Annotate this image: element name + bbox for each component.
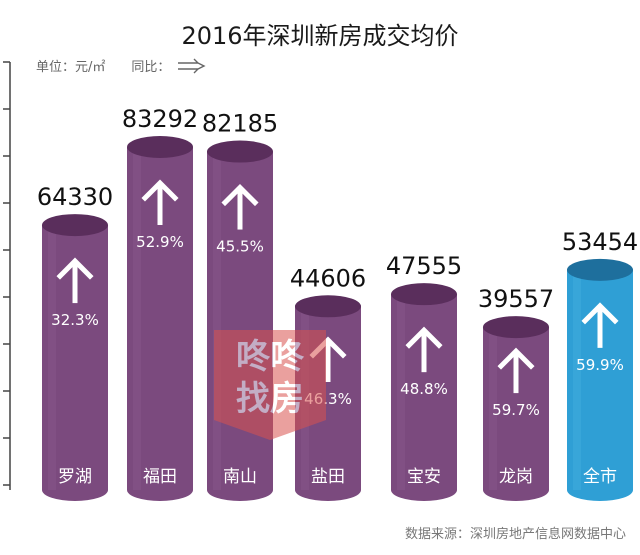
bar-highlight xyxy=(397,294,405,490)
bar-top xyxy=(483,316,549,339)
arrow-head xyxy=(497,347,535,370)
double-arrow-right-icon xyxy=(178,58,206,73)
bar-top xyxy=(207,140,273,163)
category-label: 宝安 xyxy=(407,467,441,487)
arrow-head xyxy=(141,179,179,202)
unit-label: 单位：元/㎡ xyxy=(36,60,106,75)
bar-top xyxy=(295,295,361,318)
category-label: 福田 xyxy=(143,467,177,487)
bar-top xyxy=(42,214,108,237)
pct-label: 48.8% xyxy=(400,380,448,398)
bar-福田: 83292 52.9% 福田 xyxy=(122,105,198,501)
data-source: 数据来源：深圳房地产信息网数据中心 xyxy=(404,527,626,542)
up-arrow-icon xyxy=(405,326,443,373)
category-label: 全市 xyxy=(583,467,617,487)
bar-highlight xyxy=(133,147,141,490)
bar-罗湖: 64330 32.3% 罗湖 xyxy=(37,183,113,502)
category-label: 罗湖 xyxy=(58,467,92,487)
pct-label: 59.7% xyxy=(492,401,540,419)
up-arrow-icon xyxy=(221,184,259,230)
up-arrow-icon xyxy=(497,347,535,394)
chart-title: 2016年深圳新房成交均价 xyxy=(181,22,459,50)
pct-label: 52.9% xyxy=(136,233,184,251)
arrow-head xyxy=(221,184,259,207)
category-label: 盐田 xyxy=(311,467,345,487)
watermark-shape xyxy=(214,330,326,440)
value-label: 64330 xyxy=(37,183,113,211)
bar-top xyxy=(391,283,457,306)
bar-body xyxy=(127,147,193,501)
pct-label: 32.3% xyxy=(51,311,99,329)
bar-top xyxy=(127,136,193,158)
bar-宝安: 47555 48.8% 宝安 xyxy=(386,252,462,501)
value-label: 44606 xyxy=(290,264,366,292)
bar-龙岗: 39557 59.7% 龙岗 xyxy=(478,285,554,501)
value-label: 83292 xyxy=(122,105,198,133)
bar-body xyxy=(42,225,108,502)
bar-highlight xyxy=(48,225,56,491)
unit-legend: 单位：元/㎡ 同比： xyxy=(36,56,208,75)
up-arrow-icon xyxy=(581,302,619,348)
watermark-line-1: 咚咚 xyxy=(236,337,305,377)
watermark-line-2: 找房 xyxy=(236,379,304,419)
bar-body xyxy=(567,269,633,501)
arrow-head xyxy=(56,257,94,280)
category-label: 南山 xyxy=(223,467,257,487)
up-arrow-icon xyxy=(141,179,179,225)
value-label: 47555 xyxy=(386,252,462,280)
bar-highlight xyxy=(573,269,581,490)
bar-highlight xyxy=(213,151,221,491)
pct-label: 45.5% xyxy=(216,238,264,256)
value-label: 39557 xyxy=(478,285,554,313)
up-arrow-icon xyxy=(56,257,94,304)
bar-highlight xyxy=(489,327,497,490)
yoy-label: 同比： xyxy=(131,60,171,75)
pct-label: 59.9% xyxy=(576,356,624,374)
arrow-head xyxy=(581,302,619,325)
bar-南山: 82185 45.5% 南山 xyxy=(202,110,278,502)
arrow-head xyxy=(405,326,443,349)
bar-body xyxy=(483,327,549,501)
value-label: 53454 xyxy=(562,228,638,256)
bar-top xyxy=(567,258,633,281)
value-label: 82185 xyxy=(202,110,278,138)
bar-全市: 53454 59.9% 全市 xyxy=(562,228,638,501)
category-label: 龙岗 xyxy=(499,467,533,487)
